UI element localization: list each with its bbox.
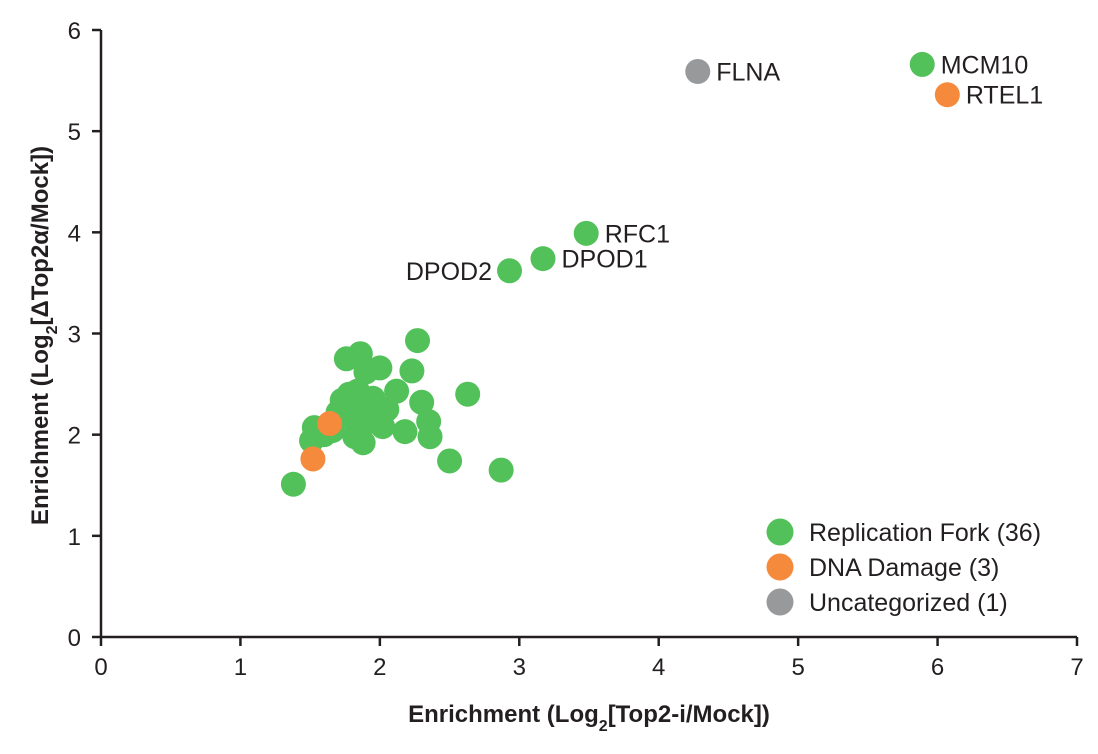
y-axis-title: Enrichment (Log2[ΔTop2α/Mock]): [27, 146, 61, 525]
x-tick-label: 5: [791, 654, 804, 681]
data-point: [367, 355, 393, 381]
point-label: MCM10: [941, 51, 1029, 79]
data-point: [417, 424, 443, 450]
data-point: [405, 328, 431, 354]
legend-marker: [766, 518, 794, 546]
data-points: [280, 51, 960, 497]
x-tick-label: 4: [652, 654, 665, 681]
axes: 0 1 2 3 4 5 6 7 0 1 2 3 4 5 6: [68, 18, 1084, 681]
data-point: [374, 396, 400, 422]
y-axis-ticks: 0 1 2 3 4 5 6: [68, 18, 101, 652]
point-label: RTEL1: [966, 82, 1043, 110]
x-axis-title: Enrichment (Log2[Top2-i/Mock]): [408, 701, 770, 735]
data-point: [350, 430, 376, 456]
x-tick-label: 7: [1070, 654, 1083, 681]
data-point: [280, 471, 306, 497]
y-tick-label: 0: [68, 625, 81, 652]
legend: Replication Fork (36) DNA Damage (3) Uncat…: [766, 518, 1041, 617]
y-tick-label: 6: [68, 18, 81, 45]
legend-label: Replication Fork (36): [809, 519, 1041, 547]
y-tick-label: 5: [68, 119, 81, 146]
data-point: [455, 381, 481, 407]
legend-label: DNA Damage (3): [809, 554, 999, 582]
x-tick-label: 2: [373, 654, 386, 681]
x-axis-ticks: 0 1 2 3 4 5 6 7: [94, 637, 1084, 681]
data-point: [497, 258, 523, 284]
point-label: RFC1: [605, 220, 670, 248]
point-label: FLNA: [716, 58, 780, 86]
x-tick-label: 1: [234, 654, 247, 681]
x-tick-label: 3: [513, 654, 526, 681]
y-tick-label: 3: [68, 322, 81, 349]
data-point: [392, 419, 418, 445]
y-tick-label: 4: [68, 220, 81, 247]
data-point: [488, 457, 514, 483]
legend-marker: [766, 588, 794, 616]
legend-marker: [766, 553, 794, 581]
data-point: [409, 389, 435, 415]
data-point: [530, 246, 556, 272]
data-point: [934, 82, 960, 108]
data-point: [300, 446, 326, 472]
data-point: [317, 411, 343, 437]
x-tick-label: 6: [931, 654, 944, 681]
y-tick-label: 2: [68, 423, 81, 450]
data-point: [336, 381, 362, 407]
data-point: [437, 448, 463, 474]
data-point: [685, 58, 711, 84]
data-point: [573, 220, 599, 246]
y-tick-label: 1: [68, 524, 81, 551]
point-label: DPOD1: [561, 246, 647, 274]
data-point: [909, 51, 935, 77]
data-point: [399, 358, 425, 384]
legend-label: Uncategorized (1): [809, 589, 1008, 617]
x-tick-label: 0: [94, 654, 107, 681]
point-label: DPOD2: [406, 258, 492, 286]
